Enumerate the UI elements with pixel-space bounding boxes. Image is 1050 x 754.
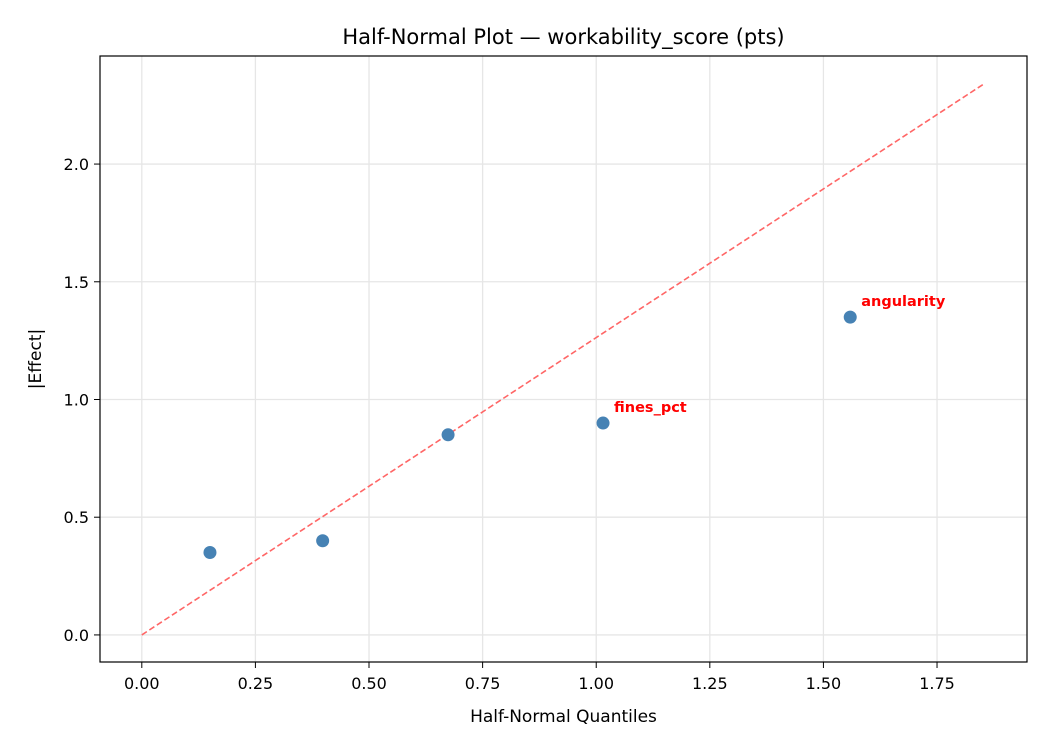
x-tick-label: 0.75 [465, 674, 501, 693]
x-tick-label: 0.50 [351, 674, 387, 693]
x-tick-label: 1.25 [692, 674, 728, 693]
y-axis-ticks: 0.0 0.5 1.0 1.5 2.0 [64, 155, 100, 645]
x-tick-label: 0.25 [238, 674, 274, 693]
data-point [843, 310, 857, 324]
data-point [596, 416, 610, 430]
chart-title: Half-Normal Plot — workability_score (pt… [342, 25, 784, 50]
points-group: fines_pct angularity [203, 294, 946, 560]
y-axis-label: |Effect| [26, 329, 46, 389]
data-point [316, 534, 330, 548]
reference-line-group [141, 82, 986, 636]
x-tick-label: 1.50 [806, 674, 842, 693]
point-annotation: angularity [861, 294, 946, 310]
grid [100, 56, 1027, 662]
x-tick-label: 0.00 [124, 674, 160, 693]
data-point [203, 546, 217, 560]
y-tick-label: 0.0 [64, 626, 89, 645]
data-point [441, 428, 455, 442]
x-tick-label: 1.00 [578, 674, 614, 693]
y-tick-label: 1.5 [64, 273, 89, 292]
reference-line [141, 82, 986, 636]
y-tick-label: 2.0 [64, 155, 89, 174]
y-tick-label: 1.0 [64, 390, 89, 409]
x-axis-ticks: 0.00 0.25 0.50 0.75 1.00 1.25 1.50 1.75 [124, 662, 955, 693]
x-axis-label: Half-Normal Quantiles [470, 707, 657, 727]
plot-frame [99, 55, 1028, 663]
point-annotation: fines_pct [614, 400, 687, 416]
y-tick-label: 0.5 [64, 508, 89, 527]
x-tick-label: 1.75 [919, 674, 955, 693]
